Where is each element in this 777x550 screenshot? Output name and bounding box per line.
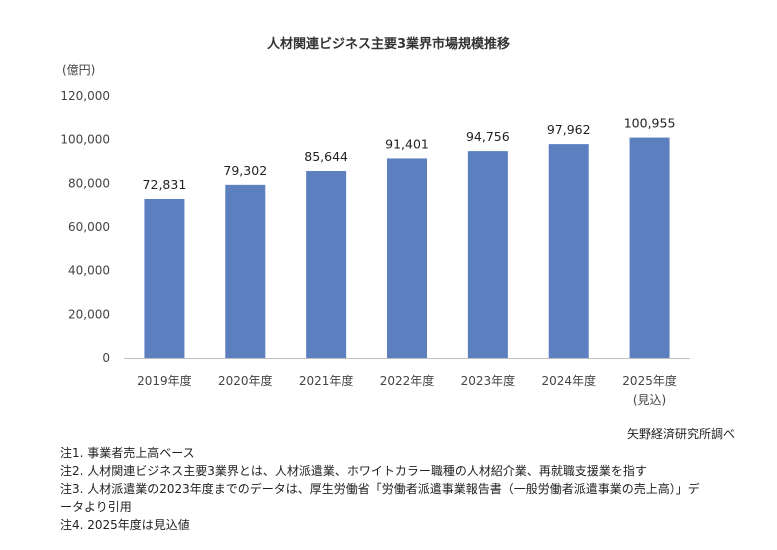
y-axis-ticks: 0 20,000 40,000 60,000 80,000 100,000 120,000 (60, 89, 110, 365)
y-tick-label: 60,000 (68, 220, 110, 234)
bar (144, 198, 185, 358)
x-axis-ticks: 2019年度 2020年度 2021年度 2022年度 2023年度 2024年度 2025… (137, 373, 677, 407)
x-tick-label: 2020年度 (218, 373, 273, 388)
x-tick-sublabel: (見込) (633, 393, 666, 407)
bar (225, 184, 266, 358)
y-axis-label: (億円) (62, 63, 95, 77)
x-tick-label: 2023年度 (461, 373, 516, 388)
data-label: 100,955 (624, 116, 676, 131)
bar-chart: (億円) 0 20,000 40,000 60,000 80,000 100,000 120… (60, 63, 690, 407)
y-tick-label: 120,000 (60, 89, 110, 103)
source-note: 矢野経済研究所調べ (626, 427, 735, 441)
data-label: 85,644 (304, 149, 348, 164)
bars (144, 137, 670, 358)
bar (387, 158, 427, 358)
data-label: 94,756 (466, 129, 510, 144)
x-tick-label: 2022年度 (380, 373, 435, 388)
data-label: 72,831 (143, 177, 187, 192)
data-label: 97,962 (547, 122, 591, 137)
note-4: 注4. 2025年度は見込値 (60, 518, 190, 532)
data-label: 91,401 (385, 136, 429, 151)
note-3: 注3. 人材派遣業の2023年度までのデータは、厚生労働省「労働者派遣事業報告書… (60, 482, 700, 514)
bar (548, 144, 589, 358)
x-tick-label: 2021年度 (299, 373, 354, 388)
note-1: 注1. 事業者売上高ベース (60, 446, 195, 460)
bar (467, 151, 508, 358)
y-tick-label: 0 (102, 351, 110, 365)
chart-title: 人材関連ビジネス主要3業界市場規模推移 (266, 37, 511, 52)
notes: 注1. 事業者売上高ベース 注2. 人材関連ビジネス主要3業界とは、人材派遣業、… (60, 444, 710, 534)
y-tick-label: 80,000 (68, 176, 110, 190)
data-labels: 72,831 79,302 85,644 91,401 94,756 97,962 100,… (143, 116, 676, 192)
y-tick-label: 20,000 (68, 307, 110, 321)
y-tick-label: 40,000 (68, 264, 110, 278)
note-2: 注2. 人材関連ビジネス主要3業界とは、人材派遣業、ホワイトカラー職種の人材紹介… (60, 464, 647, 478)
y-tick-label: 100,000 (60, 133, 110, 147)
x-tick-label: 2025年度 (622, 373, 677, 388)
data-label: 79,302 (223, 163, 267, 178)
x-tick-label: 2019年度 (137, 373, 192, 388)
x-tick-label: 2024年度 (541, 373, 596, 388)
bar (306, 171, 347, 358)
bar (629, 137, 670, 358)
